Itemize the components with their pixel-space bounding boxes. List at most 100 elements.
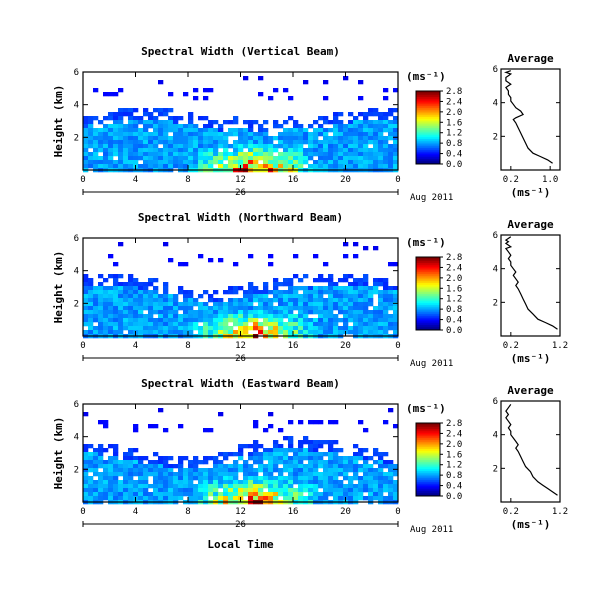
- heatmap-cell: [238, 156, 244, 161]
- heatmap-cell: [188, 164, 194, 169]
- colorbar-swatch: [416, 151, 440, 154]
- heatmap-cell: [263, 428, 269, 433]
- heatmap-cell: [233, 128, 239, 133]
- heatmap-cell: [248, 444, 254, 449]
- heatmap-cell: [203, 132, 209, 137]
- heatmap-cell: [303, 286, 309, 291]
- heatmap-cell: [163, 488, 169, 493]
- heatmap-cell: [348, 492, 354, 497]
- heatmap-cell: [168, 488, 174, 493]
- heatmap-cell: [258, 330, 264, 335]
- heatmap-cell: [318, 322, 324, 327]
- heatmap-cell: [238, 160, 244, 165]
- heatmap-cell: [123, 322, 129, 327]
- heatmap-cell: [88, 468, 94, 473]
- colorbar-swatch: [416, 107, 440, 110]
- heatmap-cell: [183, 322, 189, 327]
- heatmap-cell: [278, 164, 284, 169]
- heatmap-cell: [353, 492, 359, 497]
- heatmap-cell: [178, 472, 184, 477]
- heatmap-cell: [98, 326, 104, 331]
- heatmap-cell: [228, 128, 234, 133]
- heatmap-cell: [103, 136, 109, 141]
- heatmap-cell: [353, 290, 359, 295]
- heatmap-cell: [288, 448, 294, 453]
- heatmap-cell: [113, 112, 119, 117]
- heatmap-cell: [388, 318, 394, 323]
- heatmap-cell: [323, 96, 329, 101]
- heatmap-cell: [158, 330, 164, 335]
- heatmap-cell: [188, 148, 194, 153]
- heatmap-cell: [143, 156, 149, 161]
- heatmap-cell: [128, 484, 134, 489]
- heatmap-cell: [238, 468, 244, 473]
- heatmap-cell: [378, 464, 384, 469]
- heatmap-cell: [188, 460, 194, 465]
- heatmap-cell: [378, 488, 384, 493]
- x-tick-label: 16: [288, 341, 299, 351]
- heatmap-cell: [193, 124, 199, 129]
- heatmap-cell: [383, 306, 389, 311]
- heatmap-cell: [93, 330, 99, 335]
- heatmap-cell: [338, 144, 344, 149]
- heatmap-cell: [373, 278, 379, 283]
- heatmap-cell: [133, 472, 139, 477]
- heatmap-cell: [138, 310, 144, 315]
- heatmap-cell: [228, 476, 234, 481]
- heatmap-cell: [393, 472, 399, 477]
- heatmap-cell: [228, 290, 234, 295]
- heatmap-cell: [238, 444, 244, 449]
- heatmap-cell: [358, 496, 364, 501]
- heatmap-cell: [303, 468, 309, 473]
- heatmap-cell: [328, 318, 334, 323]
- heatmap-cell: [363, 140, 369, 145]
- heatmap-cell: [393, 290, 399, 295]
- heatmap-cell: [353, 306, 359, 311]
- x-tick-label: 0: [80, 341, 85, 351]
- heatmap-cell: [183, 140, 189, 145]
- heatmap-cell: [98, 318, 104, 323]
- colorbar-swatch: [416, 101, 440, 105]
- heatmap-cell: [128, 152, 134, 157]
- heatmap-cell: [108, 286, 114, 291]
- heatmap-cell: [158, 136, 164, 141]
- heatmap-cell: [303, 310, 309, 315]
- heatmap-cell: [333, 282, 339, 287]
- heatmap-cell: [183, 160, 189, 165]
- heatmap-cell: [383, 88, 389, 93]
- heatmap-cell: [113, 262, 119, 267]
- heatmap-cell: [203, 152, 209, 157]
- heatmap-cell: [213, 460, 219, 465]
- heatmap-cell: [118, 464, 124, 469]
- heatmap-cell: [108, 468, 114, 473]
- heatmap-cell: [318, 484, 324, 489]
- heatmap-cell: [148, 294, 154, 299]
- heatmap-cell: [103, 496, 109, 501]
- heatmap-cell: [228, 156, 234, 161]
- heatmap-cell: [113, 144, 119, 149]
- heatmap-cell: [258, 294, 264, 299]
- heatmap-cell: [348, 112, 354, 117]
- heatmap-cell: [248, 318, 254, 323]
- heatmap-cell: [358, 468, 364, 473]
- colorbar-swatch: [416, 145, 440, 149]
- heatmap-cell: [143, 322, 149, 327]
- colorbar-swatch: [416, 98, 440, 101]
- heatmap-cell: [228, 330, 234, 335]
- heatmap-cell: [368, 322, 374, 327]
- heatmap-cell: [373, 246, 379, 251]
- heatmap-cell: [163, 326, 169, 331]
- heatmap-cell: [243, 302, 249, 307]
- heatmap-cell: [123, 290, 129, 295]
- colorbar-swatch: [416, 136, 440, 139]
- heatmap-cell: [148, 464, 154, 469]
- heatmap-cell: [373, 112, 379, 117]
- heatmap-cell: [303, 488, 309, 493]
- heatmap-cell: [378, 112, 384, 117]
- colorbar-tick-label: 1.6: [446, 450, 462, 460]
- heatmap-cell: [393, 152, 399, 157]
- heatmap-cell: [298, 128, 304, 133]
- heatmap-cell: [98, 286, 104, 291]
- heatmap-cell: [88, 278, 94, 283]
- heatmap-cell: [378, 156, 384, 161]
